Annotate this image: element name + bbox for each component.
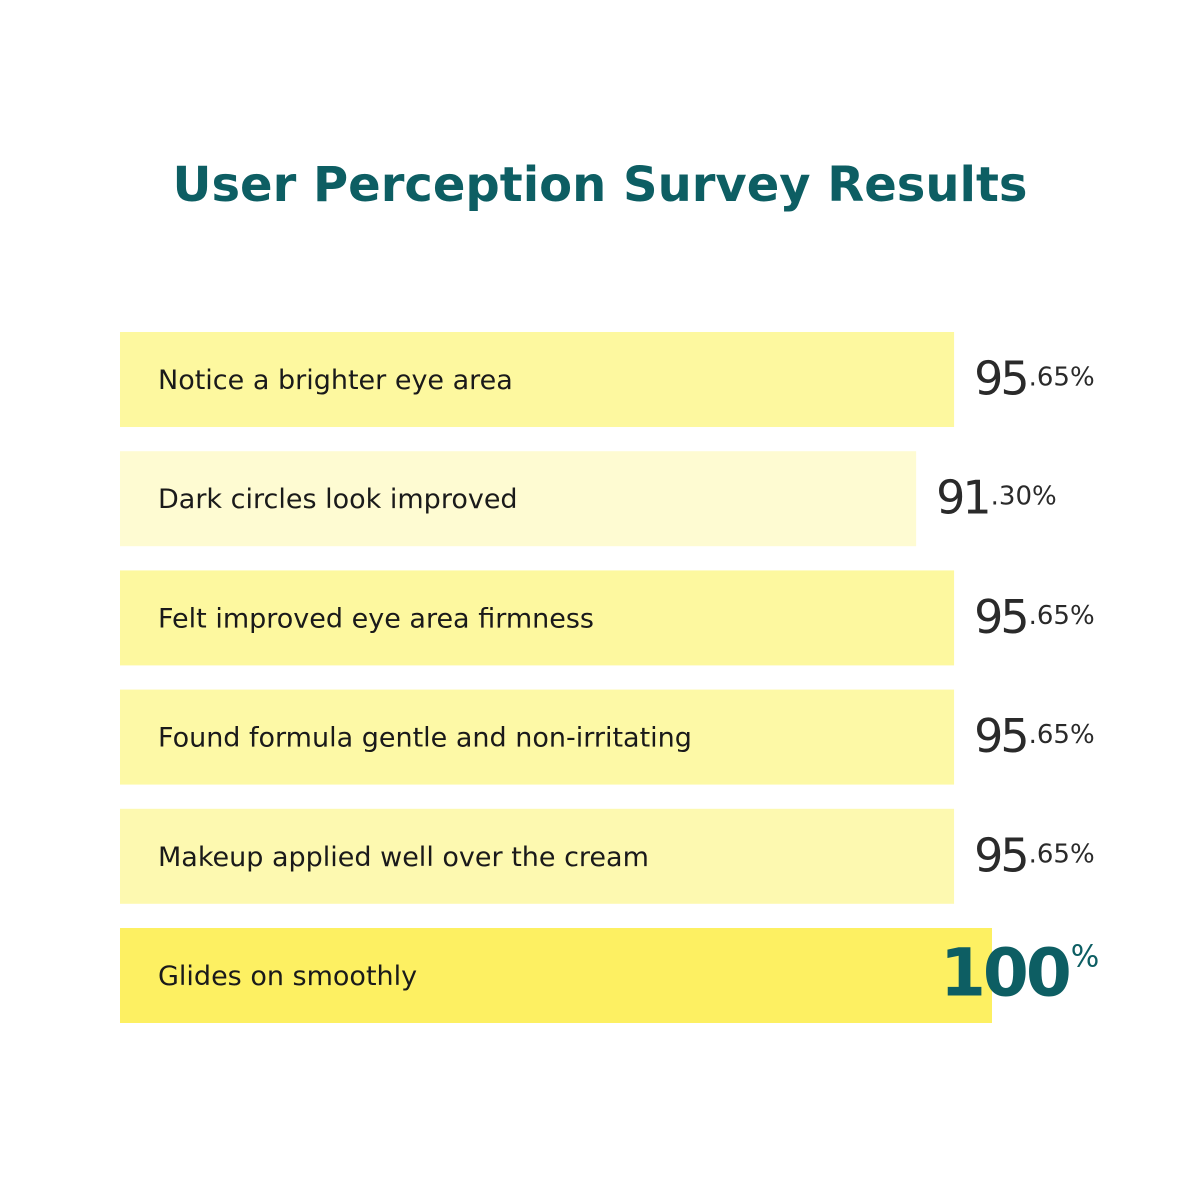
category-label: Glides on smoothly [158,961,417,992]
value-label: 95.65% [974,589,1095,643]
bar [120,570,955,666]
bar [120,808,955,904]
chart-title: User Perception Survey Results [173,157,1028,213]
value-label: 95.65% [974,351,1095,405]
value-label: 91.30% [936,470,1057,524]
category-label: Felt improved eye area firmness [158,603,594,634]
category-label: Notice a brighter eye area [158,365,513,396]
bar [120,451,917,547]
category-label: Found formula gentle and non-irritating [158,723,692,754]
bar [120,689,955,785]
value-label: 100% [940,935,1099,1012]
value-label: 95.65% [974,709,1095,763]
category-label: Dark circles look improved [158,484,518,515]
category-label: Makeup applied well over the cream [158,842,649,873]
value-label: 95.65% [974,828,1095,882]
bar [120,332,955,427]
bar [120,928,992,1023]
